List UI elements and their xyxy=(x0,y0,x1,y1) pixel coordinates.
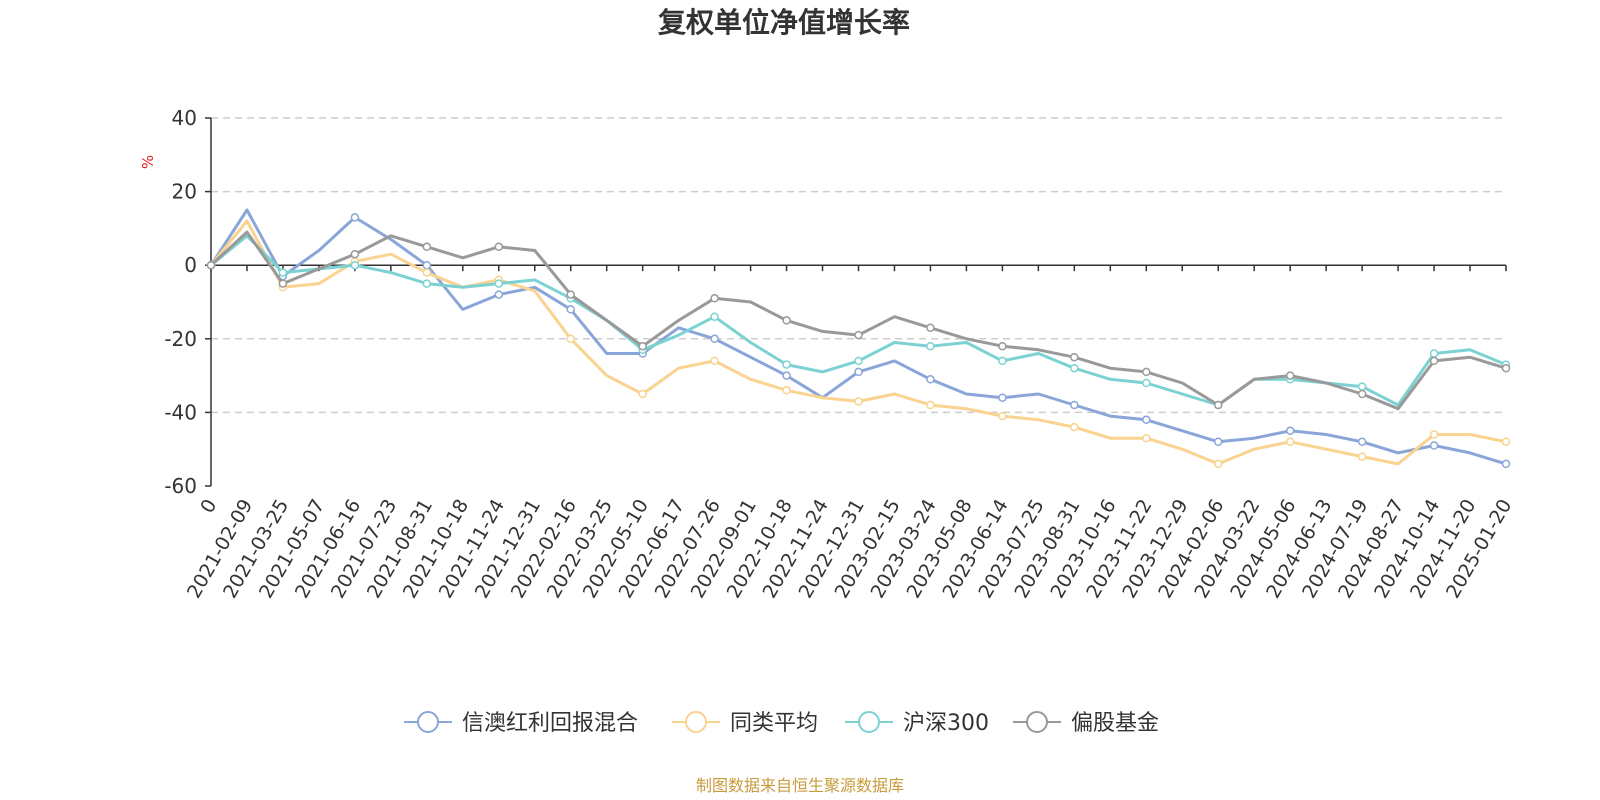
chart-title: 复权单位净值增长率 xyxy=(658,6,910,39)
legend-label: 同类平均 xyxy=(730,711,818,736)
data-point xyxy=(1357,382,1367,391)
data-point xyxy=(1285,426,1295,436)
data-point xyxy=(1285,371,1295,380)
data-point xyxy=(782,386,791,395)
data-point xyxy=(854,330,863,340)
data-point xyxy=(1429,349,1439,358)
data-point xyxy=(926,341,935,351)
y-tick-label: 20 xyxy=(172,180,197,204)
data-point xyxy=(1501,363,1511,373)
data-point xyxy=(422,268,432,277)
data-point xyxy=(1501,459,1511,469)
data-point xyxy=(782,360,791,369)
y-axis-unit: % xyxy=(139,155,157,169)
data-point xyxy=(494,279,504,288)
y-tick-label: 0 xyxy=(184,253,197,277)
legend-label: 沪深300 xyxy=(903,711,989,736)
data-point xyxy=(926,400,935,410)
data-point xyxy=(1070,363,1079,373)
series-3 xyxy=(206,230,1511,411)
legend-item-3[interactable]: 偏股基金 xyxy=(1013,711,1159,736)
y-axis-ticks: 40 20 0 -20 -40 -60 xyxy=(164,106,211,498)
legend-swatch-marker xyxy=(417,711,439,733)
y-tick-label: -60 xyxy=(164,474,197,498)
data-point xyxy=(638,341,647,351)
data-point xyxy=(998,341,1007,351)
legend-item-0[interactable]: 信澳红利回报混合 xyxy=(404,711,638,736)
data-point xyxy=(638,389,647,399)
data-point xyxy=(854,356,863,366)
legend-swatch-marker xyxy=(1026,711,1048,733)
legend-label: 偏股基金 xyxy=(1071,711,1159,736)
legend-item-1[interactable]: 同类平均 xyxy=(672,711,818,736)
source-note: 制图数据来自恒生聚源数据库 xyxy=(696,776,904,795)
data-point xyxy=(350,213,360,222)
data-point xyxy=(422,242,432,252)
data-point xyxy=(710,356,719,366)
data-point xyxy=(854,367,863,377)
data-point xyxy=(1213,459,1223,469)
data-point xyxy=(566,334,575,344)
data-point xyxy=(710,334,719,344)
y-tick-label: -40 xyxy=(164,400,197,424)
data-point xyxy=(350,249,360,259)
data-point xyxy=(350,260,360,270)
data-point xyxy=(998,411,1007,421)
legend-item-2[interactable]: 沪深300 xyxy=(845,711,989,736)
data-point xyxy=(1429,441,1439,450)
axes xyxy=(210,118,1506,486)
data-point xyxy=(710,312,719,321)
legend-label: 信澳红利回报混合 xyxy=(462,711,638,736)
data-point xyxy=(1213,400,1223,410)
data-point xyxy=(710,294,719,303)
data-point xyxy=(1070,352,1079,362)
series-line xyxy=(209,219,1507,466)
legend[interactable]: 信澳红利回报混合 同类平均 沪深300 偏股基金 xyxy=(404,711,1159,736)
legend-swatch-marker xyxy=(858,711,880,733)
data-point xyxy=(1142,433,1151,443)
data-point xyxy=(1285,437,1295,447)
data-point xyxy=(1357,437,1367,447)
data-point xyxy=(998,356,1007,366)
data-point xyxy=(278,268,288,277)
data-point xyxy=(206,260,216,270)
data-point xyxy=(494,290,504,299)
data-point xyxy=(854,397,863,406)
data-point xyxy=(1429,356,1439,366)
data-point xyxy=(782,371,791,380)
data-point xyxy=(1142,415,1151,425)
data-point xyxy=(422,260,432,270)
data-point xyxy=(1213,437,1223,447)
data-point xyxy=(1501,437,1511,447)
data-point xyxy=(926,323,935,333)
x-tick-label: 0 xyxy=(196,496,221,517)
legend-swatch-marker xyxy=(685,711,707,733)
series-1 xyxy=(206,219,1511,469)
data-point xyxy=(566,305,575,314)
data-point xyxy=(782,316,791,325)
data-point xyxy=(998,393,1007,402)
data-point xyxy=(1142,367,1151,377)
data-point xyxy=(278,279,288,288)
y-tick-label: 40 xyxy=(172,106,197,130)
data-point xyxy=(566,290,575,299)
data-point xyxy=(494,242,504,252)
data-point xyxy=(422,279,432,288)
data-point xyxy=(1357,452,1367,461)
data-point xyxy=(1070,400,1079,410)
y-tick-label: -20 xyxy=(164,327,197,351)
data-point xyxy=(1142,378,1151,388)
data-point xyxy=(1429,430,1439,439)
data-point xyxy=(1357,389,1367,399)
data-point xyxy=(926,375,935,384)
series-lines xyxy=(206,208,1511,469)
data-point xyxy=(1070,422,1079,432)
